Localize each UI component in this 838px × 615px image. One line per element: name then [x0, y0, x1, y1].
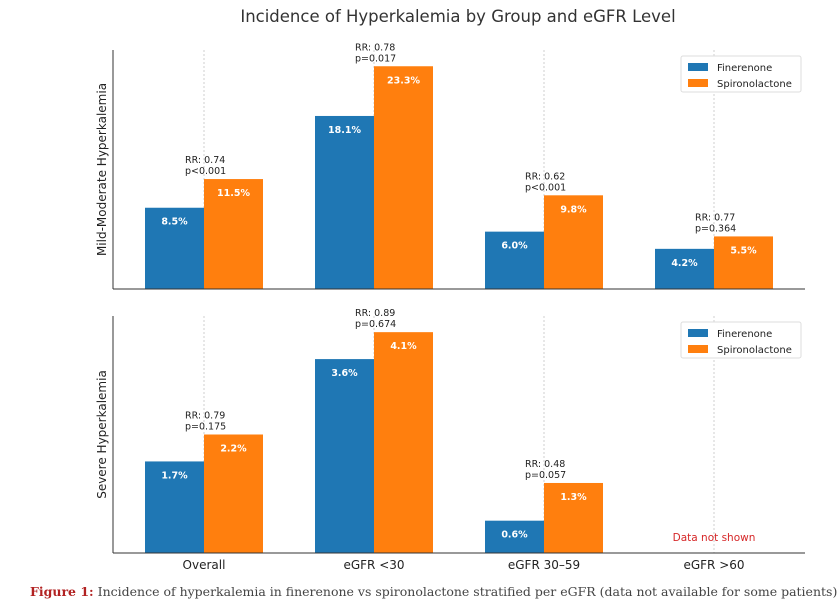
legend-box [680, 55, 802, 93]
p-value-annotation: p<0.001 [525, 182, 566, 193]
bar [374, 332, 433, 553]
bar-value-label: 8.5% [161, 217, 188, 228]
bar [315, 359, 374, 553]
x-tick-label: eGFR 30–59 [508, 558, 580, 572]
legend-label: Spironolactone [717, 345, 792, 356]
rr-annotation: RR: 0.77 [695, 212, 735, 223]
p-value-annotation: p=0.674 [355, 319, 396, 330]
p-value-annotation: p=0.057 [525, 470, 566, 481]
bar [655, 248, 714, 289]
legend-swatch [688, 329, 708, 337]
bar-value-label: 18.1% [328, 125, 361, 136]
bar-value-label: 5.5% [730, 245, 757, 256]
figure-caption: Figure 1: Incidence of hyperkalemia in f… [30, 584, 838, 599]
bar-value-label: 0.6% [501, 530, 528, 541]
bar [315, 115, 374, 290]
bar-value-label: 4.2% [671, 258, 698, 269]
chart-title: Incidence of Hyperkalemia by Group and e… [240, 7, 675, 26]
bar-value-label: 1.3% [560, 492, 587, 503]
bar [204, 434, 263, 553]
bar-value-label: 4.1% [390, 341, 417, 352]
hyperkalemia-chart: Incidence of Hyperkalemia by Group and e… [95, 7, 805, 572]
caption-text: Incidence of hyperkalemia in finerenone … [93, 584, 838, 599]
rr-annotation: RR: 0.89 [355, 308, 395, 319]
legend-label: Spironolactone [717, 79, 792, 90]
legend-label: Finerenone [717, 329, 772, 340]
bar [485, 231, 544, 289]
legend-label: Finerenone [717, 63, 772, 74]
p-value-annotation: p=0.175 [185, 422, 226, 433]
bar [714, 236, 773, 289]
bar-value-label: 2.2% [220, 444, 247, 455]
bar-value-label: 3.6% [331, 368, 358, 379]
p-value-annotation: p=0.017 [355, 53, 396, 64]
bar-value-label: 11.5% [217, 188, 250, 199]
legend-swatch [688, 79, 708, 87]
legend-swatch [688, 63, 708, 71]
rr-annotation: RR: 0.62 [525, 171, 565, 182]
bar [204, 179, 263, 289]
bar [485, 520, 544, 553]
bar-value-label: 9.8% [560, 204, 587, 215]
p-value-annotation: p<0.001 [185, 166, 226, 177]
rr-annotation: RR: 0.79 [185, 411, 225, 422]
legend-swatch [688, 345, 708, 353]
rr-annotation: RR: 0.78 [355, 42, 395, 53]
bar [544, 482, 603, 553]
legend-box [680, 321, 802, 359]
x-tick-label: Overall [183, 558, 226, 572]
caption-label: Figure 1: [30, 584, 94, 599]
p-value-annotation: p=0.364 [695, 223, 736, 234]
x-tick-label: eGFR >60 [683, 558, 744, 572]
chart-panel-1: 8.5% 18.1% 6.0% 4.2% 11.5% 23.3% 9.8% 5.5% RR: 0… [95, 42, 805, 290]
bar [374, 66, 433, 289]
x-tick-label: eGFR <30 [343, 558, 404, 572]
y-axis-label: Severe Hyperkalemia [95, 370, 109, 499]
bar-value-label: 23.3% [387, 75, 420, 86]
rr-annotation: RR: 0.48 [525, 459, 565, 470]
chart-panel-2: 1.7% 3.6% 0.6% 2.2% 4.1% 1.3% RR: 0.79p=0.175 R… [95, 308, 805, 572]
missing-data-note: Data not shown [673, 532, 756, 544]
y-axis-label: Mild-Moderate Hyperkalemia [95, 83, 109, 256]
bar [145, 207, 204, 289]
bar [145, 461, 204, 553]
bar [544, 195, 603, 289]
rr-annotation: RR: 0.74 [185, 155, 225, 166]
bar-value-label: 1.7% [161, 470, 188, 481]
bar-value-label: 6.0% [501, 241, 528, 252]
